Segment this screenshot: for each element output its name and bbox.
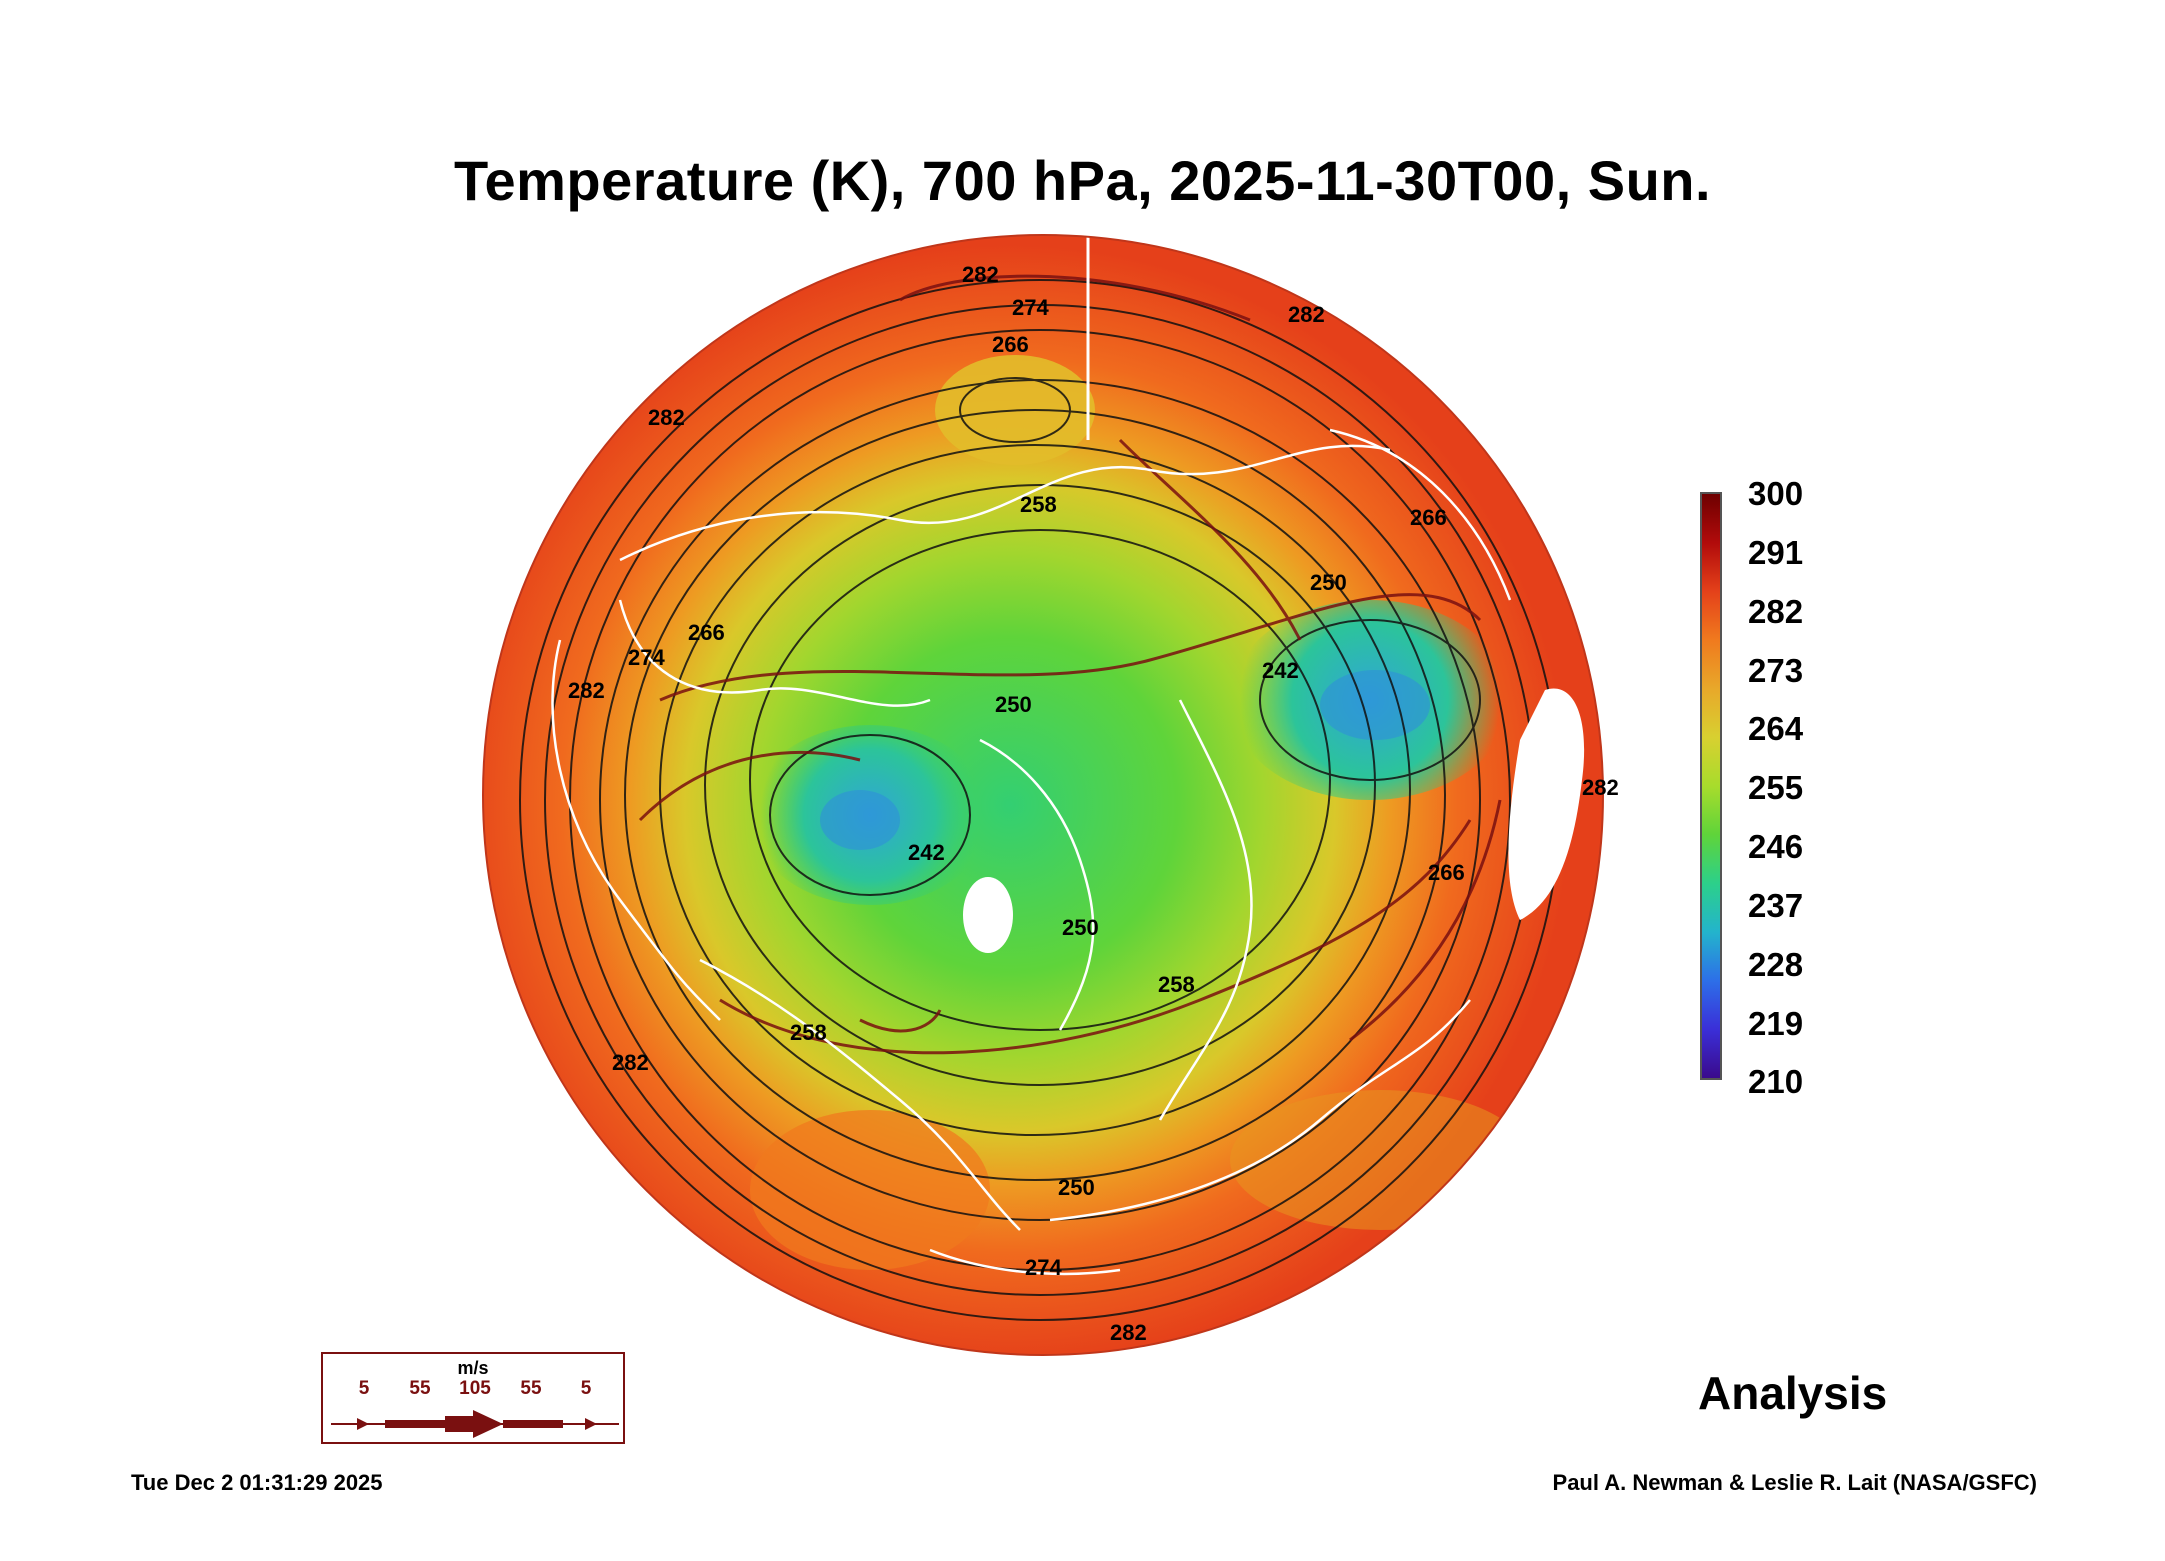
contour-labels: 282 274 266 282 258 282 266 274 282 250 … [568, 262, 1619, 1345]
contour-label: 266 [992, 332, 1029, 357]
wind-key-value: 5 [580, 1378, 592, 1399]
contour-label: 274 [1025, 1255, 1062, 1280]
colorbar-tick-label: 264 [1748, 710, 1804, 747]
contour-label: 242 [1262, 658, 1299, 683]
contour-label: 266 [688, 620, 725, 645]
contour-label: 282 [1110, 1320, 1147, 1345]
missing-data-patch [963, 877, 1013, 953]
contour-label: 282 [568, 678, 605, 703]
contour-label: 250 [1058, 1175, 1095, 1200]
contour-label: 274 [1012, 295, 1049, 320]
contour-label: 282 [1288, 302, 1325, 327]
globe-outline [482, 234, 1604, 1356]
contour-label: 282 [962, 262, 999, 287]
wind-streamlines [638, 274, 1502, 1055]
contour-label: 250 [1062, 915, 1099, 940]
coastlines [551, 428, 1512, 1276]
wind-key-value: 5 [358, 1378, 370, 1399]
colorbar-tick-label: 219 [1748, 1005, 1804, 1042]
contour-label: 282 [612, 1050, 649, 1075]
analysis-label: Analysis [1698, 1367, 1888, 1419]
wind-speed-key: m/s 5 55 105 55 5 [321, 1352, 625, 1444]
contour-label: 250 [1310, 570, 1347, 595]
contour-label: 274 [628, 645, 665, 670]
missing-data-patch [1508, 688, 1585, 920]
colorbar-tick-label: 246 [1748, 828, 1804, 865]
temperature-colorbar [1700, 492, 1722, 1080]
contour-label: 242 [908, 840, 945, 865]
colorbar-tick-label: 210 [1748, 1063, 1804, 1100]
contour-label: 258 [1020, 492, 1057, 517]
globe-disc [483, 235, 1603, 1355]
contour-label: 282 [1582, 775, 1619, 800]
wind-key-arrow [331, 1410, 619, 1438]
contour-label: 282 [648, 405, 685, 430]
colorbar-tick-label: 300 [1748, 475, 1804, 512]
contour-label: 266 [1428, 860, 1465, 885]
colorbar-tick-label: 228 [1748, 946, 1804, 983]
wind-key-unit: m/s [457, 1358, 489, 1378]
contour-label: 250 [995, 692, 1032, 717]
contour-label: 266 [1410, 505, 1447, 530]
colorbar-tick-label: 291 [1748, 534, 1804, 571]
colorbar-tick-label: 282 [1748, 593, 1804, 630]
contour-label: 258 [1158, 972, 1195, 997]
colorbar-tick-label: 255 [1748, 769, 1804, 806]
colorbar-tick-label: 237 [1748, 887, 1804, 924]
wind-key-value: 105 [459, 1378, 491, 1399]
credit-line: Paul A. Newman & Leslie R. Lait (NASA/GS… [1552, 1470, 2037, 1495]
colorbar-tick-label: 273 [1748, 652, 1804, 689]
timestamp: Tue Dec 2 01:31:29 2025 [131, 1470, 383, 1495]
map-title: Temperature (K), 700 hPa, 2025-11-30T00,… [453, 149, 1712, 212]
wind-key-value: 55 [520, 1378, 542, 1399]
wind-key-value: 55 [409, 1378, 431, 1399]
contour-label: 258 [790, 1020, 827, 1045]
